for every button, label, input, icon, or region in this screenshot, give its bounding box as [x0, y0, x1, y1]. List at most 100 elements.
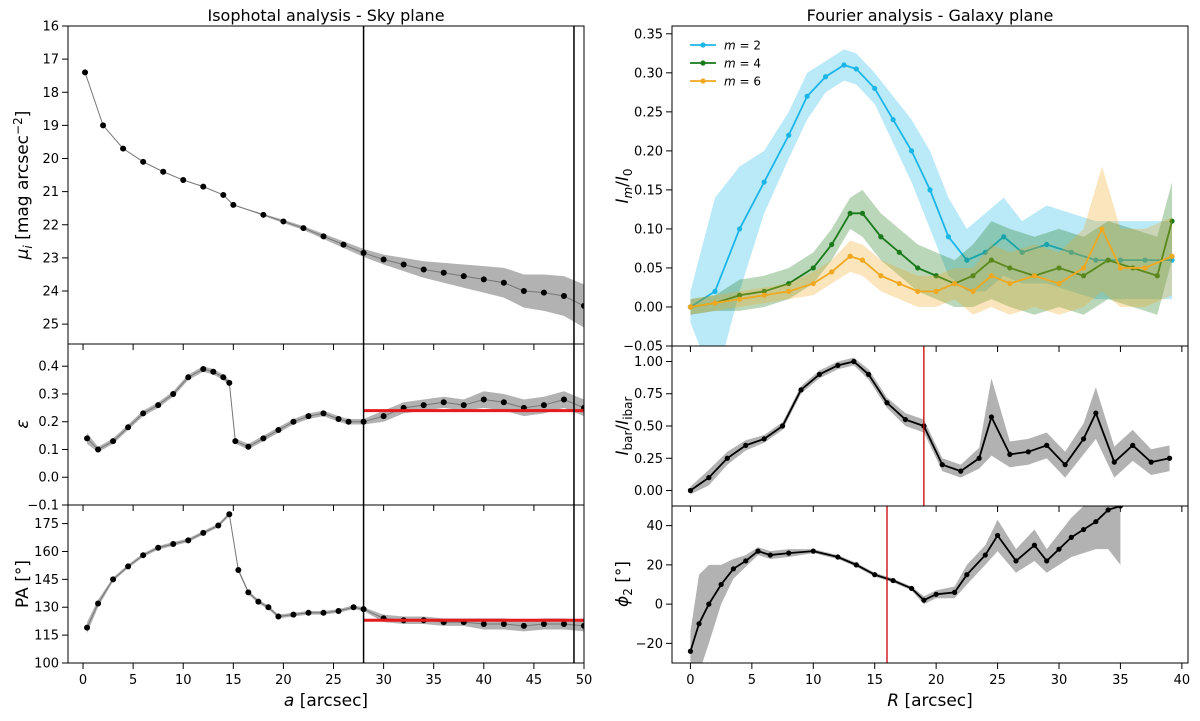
data-point [140, 158, 147, 165]
data-point [872, 572, 878, 578]
data-point [810, 280, 816, 287]
data-point [200, 365, 207, 372]
plot-area [84, 505, 584, 663]
series-line [690, 226, 1173, 308]
data-point [1142, 257, 1148, 263]
data-point [520, 288, 527, 294]
ytick-label: 115 [34, 629, 59, 644]
xtick-label: 10 [805, 673, 822, 688]
plot-area [84, 344, 584, 505]
data-point [215, 522, 222, 529]
data-point [1007, 451, 1013, 457]
data-point [994, 532, 1001, 539]
xtick-label: 25 [325, 673, 342, 688]
data-point [226, 379, 233, 386]
data-point [1117, 265, 1124, 271]
ytick-label: 16 [42, 20, 59, 35]
title-right: Fourier analysis - Galaxy plane [807, 6, 1054, 25]
legend-label: m = 6 [724, 75, 761, 89]
data-point [951, 280, 958, 287]
data-point [1117, 257, 1124, 263]
ytick-label: −20 [636, 637, 663, 652]
data-point [320, 609, 327, 616]
data-point [835, 362, 841, 368]
data-point [896, 280, 902, 287]
data-point [170, 390, 177, 397]
xtick-label: 0 [79, 673, 87, 688]
xtick-label: 30 [375, 673, 392, 688]
ytick-label: 24 [42, 285, 59, 300]
plot-area [687, 506, 1124, 663]
data-point [500, 620, 507, 627]
data-point [440, 269, 447, 276]
ytick-label: 0.20 [634, 144, 663, 159]
data-point [810, 548, 816, 554]
data-point [1031, 542, 1038, 548]
data-point [1093, 410, 1099, 416]
ytick-label: 0.05 [634, 261, 663, 276]
data-point [1044, 241, 1050, 248]
data-point [988, 273, 995, 279]
data-point [736, 296, 743, 302]
data-point [915, 288, 921, 294]
data-point [420, 266, 427, 273]
data-point [786, 550, 792, 556]
xlabel-a: a [arcsec] [284, 691, 368, 711]
plot-area [687, 49, 1175, 346]
xtick-label: 50 [576, 673, 593, 688]
ytick-label: 0.00 [634, 484, 663, 499]
data-point [767, 552, 773, 558]
data-point [560, 620, 567, 627]
axes-frame [67, 504, 585, 664]
data-point [970, 273, 976, 279]
data-point [95, 600, 102, 607]
data-point [200, 529, 207, 536]
data-point [500, 399, 507, 406]
ytick-label: 0.00 [634, 300, 663, 315]
data-point [829, 241, 835, 248]
ytick-label: 0.2 [38, 415, 59, 430]
ytick-label: 0.35 [634, 27, 663, 42]
ytick-label: 22 [42, 218, 59, 233]
ylabel-phi: ϕ2 [°] [613, 561, 635, 607]
data-point [230, 201, 237, 208]
data-point [1105, 257, 1111, 263]
data-point [951, 589, 958, 595]
xtick-label: 45 [526, 673, 543, 688]
data-point [500, 279, 507, 286]
plot-area [687, 346, 1173, 506]
data-point [982, 249, 988, 255]
xtick-label: 35 [425, 673, 442, 688]
data-point [1007, 280, 1013, 287]
data-point [320, 233, 327, 240]
data-point [210, 368, 217, 375]
data-point [380, 413, 387, 420]
data-point [120, 145, 127, 152]
data-point [786, 132, 792, 138]
ytick-label: 20 [646, 558, 663, 573]
ytick-label: 0.0 [38, 471, 59, 486]
data-point [804, 93, 810, 99]
data-point [290, 611, 297, 618]
data-point [933, 273, 939, 279]
data-point [1044, 558, 1050, 564]
ylabel-pa: PA [°] [13, 560, 33, 608]
data-point [810, 265, 816, 271]
data-point [1142, 265, 1148, 271]
error-band [690, 506, 1121, 663]
data-point [540, 620, 547, 627]
data-point [730, 566, 737, 572]
data-point [1080, 265, 1087, 271]
xtick-label: 40 [476, 673, 493, 688]
xtick-label: 10 [175, 673, 192, 688]
data-point [890, 117, 896, 123]
data-point [160, 168, 167, 175]
data-point [420, 402, 427, 409]
data-point [275, 427, 282, 434]
data-point [155, 402, 162, 409]
xtick-label: 5 [129, 673, 137, 688]
error-band [690, 49, 1173, 346]
legend-label: m = 4 [724, 57, 761, 71]
data-point [982, 552, 988, 558]
data-point [245, 443, 252, 450]
